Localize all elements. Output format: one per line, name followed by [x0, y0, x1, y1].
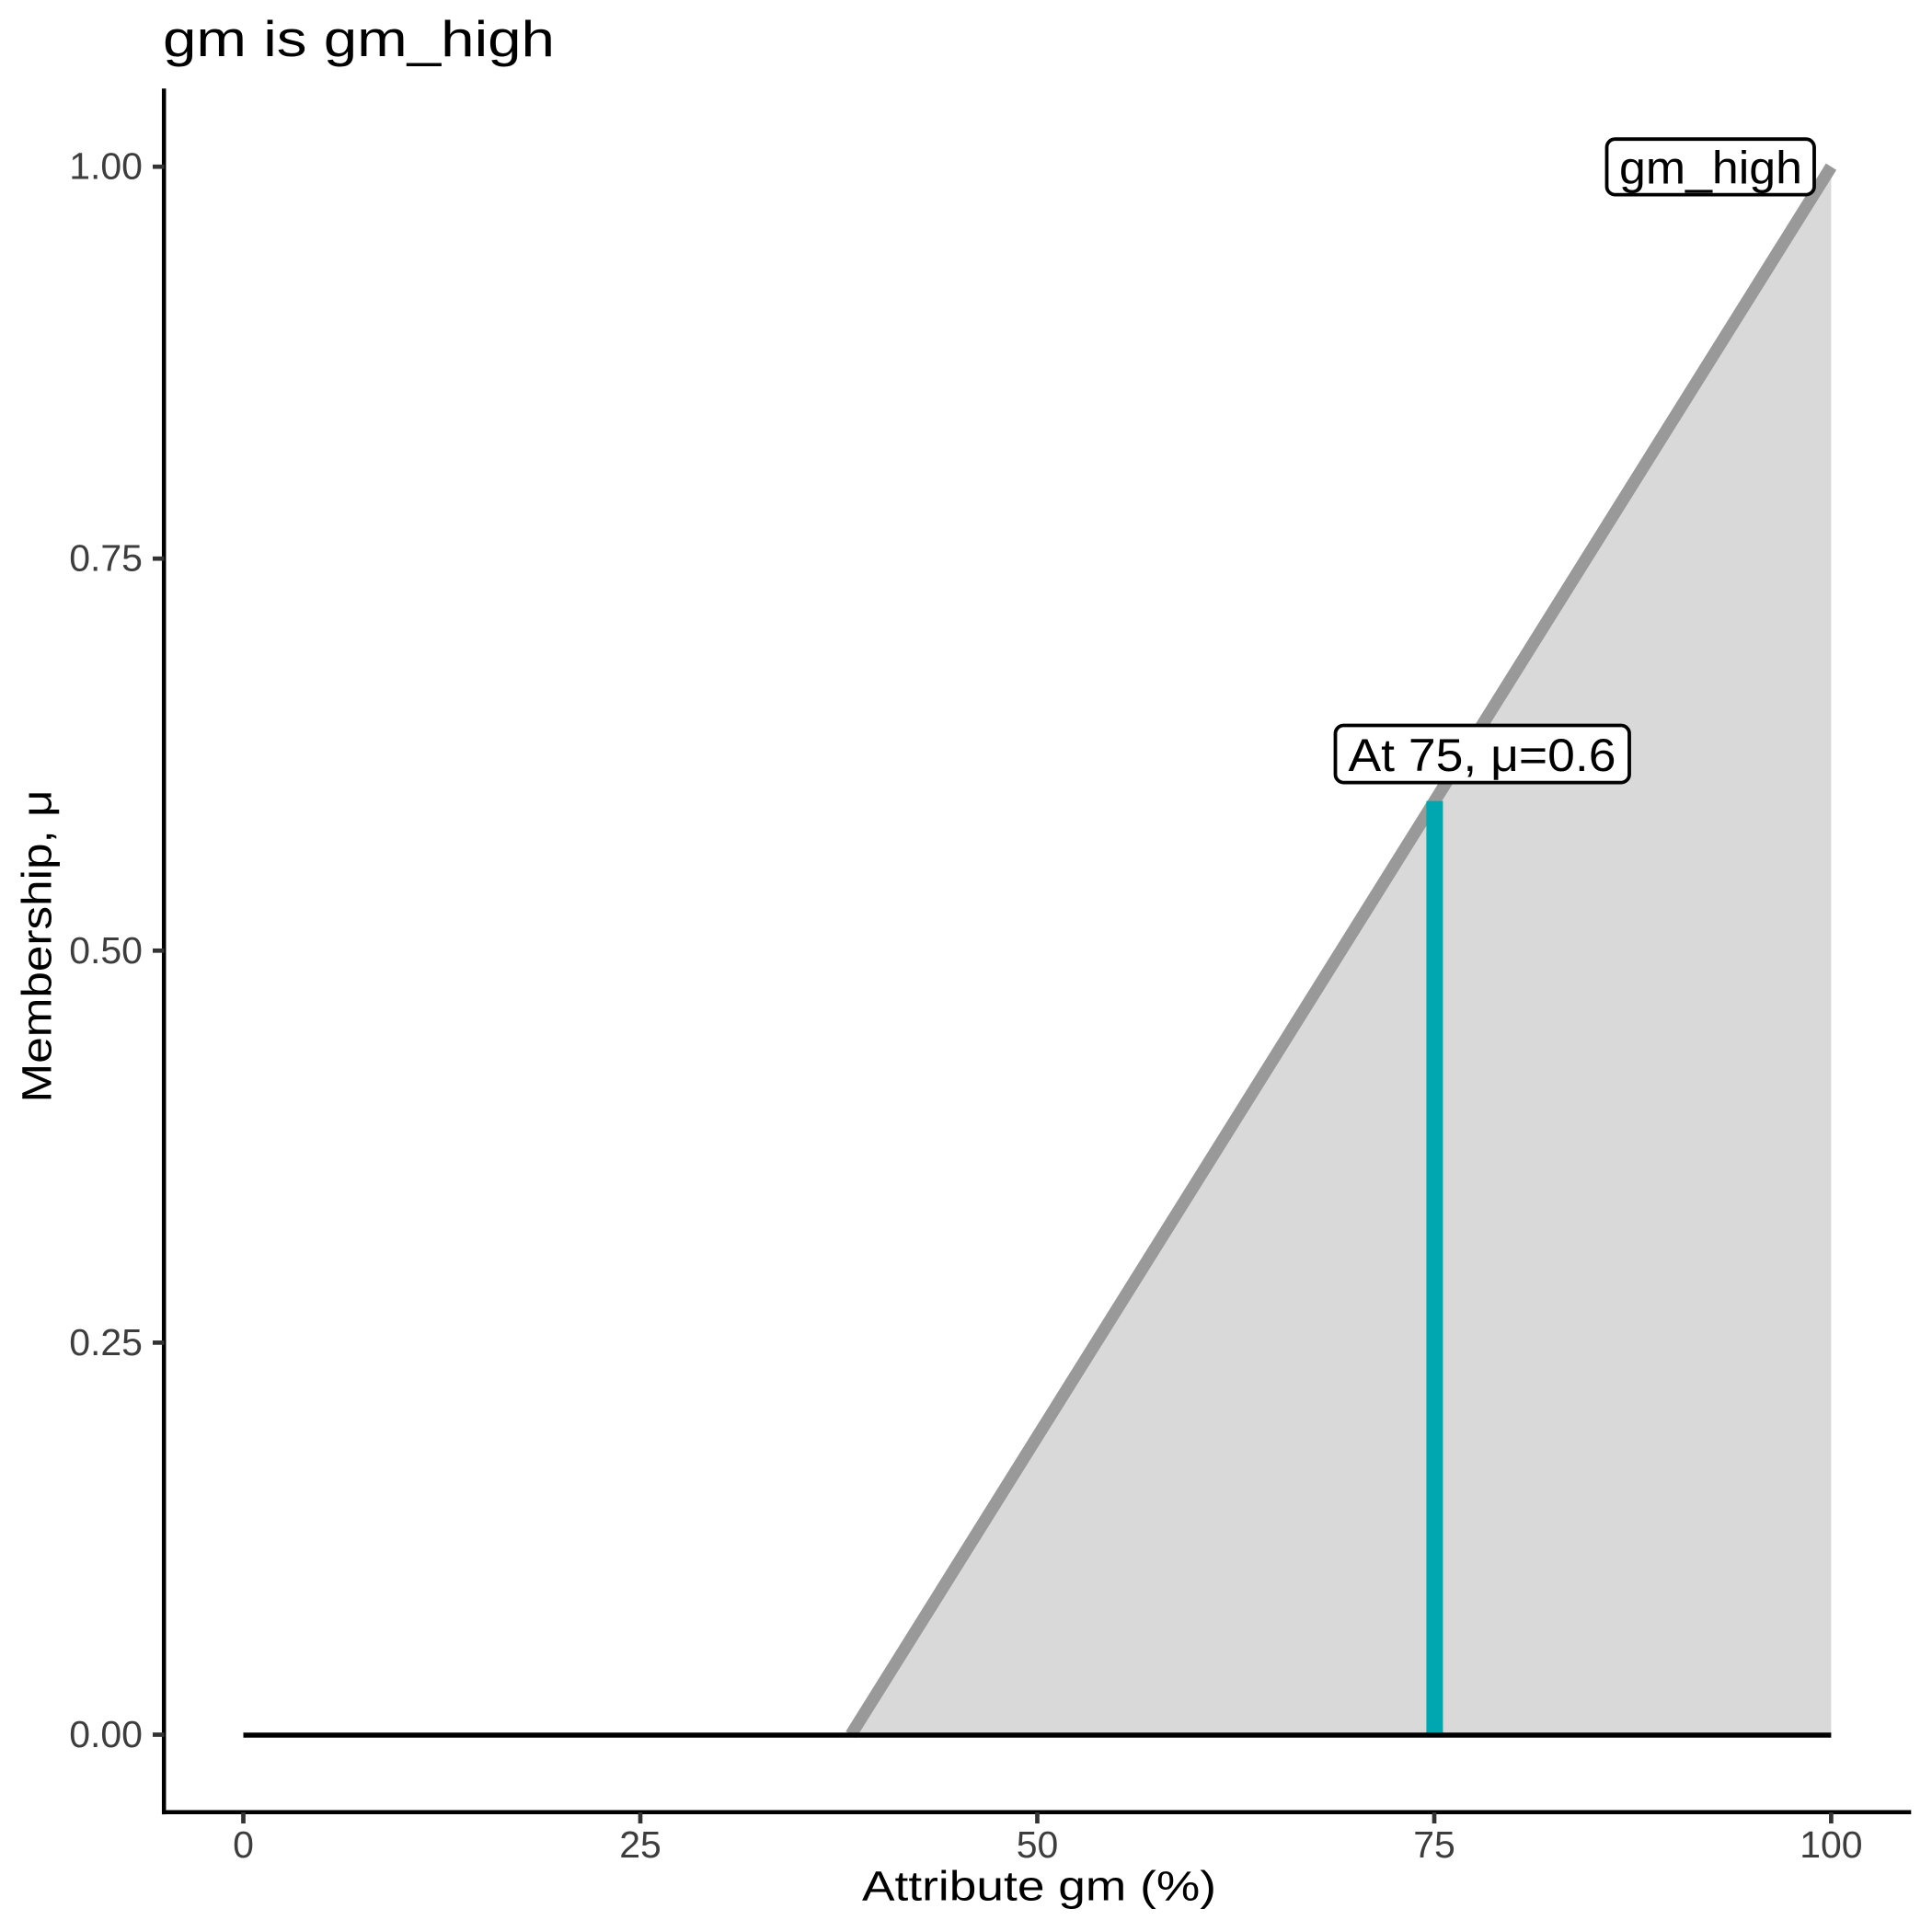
- svg-text:0.50: 0.50: [69, 929, 143, 972]
- svg-text:Membership, μ: Membership, μ: [14, 790, 61, 1103]
- svg-text:1.00: 1.00: [69, 145, 143, 188]
- svg-text:25: 25: [619, 1823, 661, 1866]
- svg-text:0: 0: [233, 1823, 254, 1866]
- svg-text:75: 75: [1413, 1823, 1455, 1866]
- svg-text:gm_high: gm_high: [1619, 143, 1802, 194]
- svg-text:100: 100: [1800, 1823, 1862, 1866]
- svg-text:50: 50: [1017, 1823, 1059, 1866]
- svg-text:0.00: 0.00: [69, 1713, 143, 1755]
- svg-text:At 75, μ=0.6: At 75, μ=0.6: [1349, 730, 1616, 781]
- svg-text:0.75: 0.75: [69, 537, 143, 580]
- svg-text:gm is gm_high: gm is gm_high: [163, 10, 555, 67]
- svg-text:Attribute gm (%): Attribute gm (%): [862, 1863, 1216, 1910]
- svg-text:0.25: 0.25: [69, 1321, 143, 1363]
